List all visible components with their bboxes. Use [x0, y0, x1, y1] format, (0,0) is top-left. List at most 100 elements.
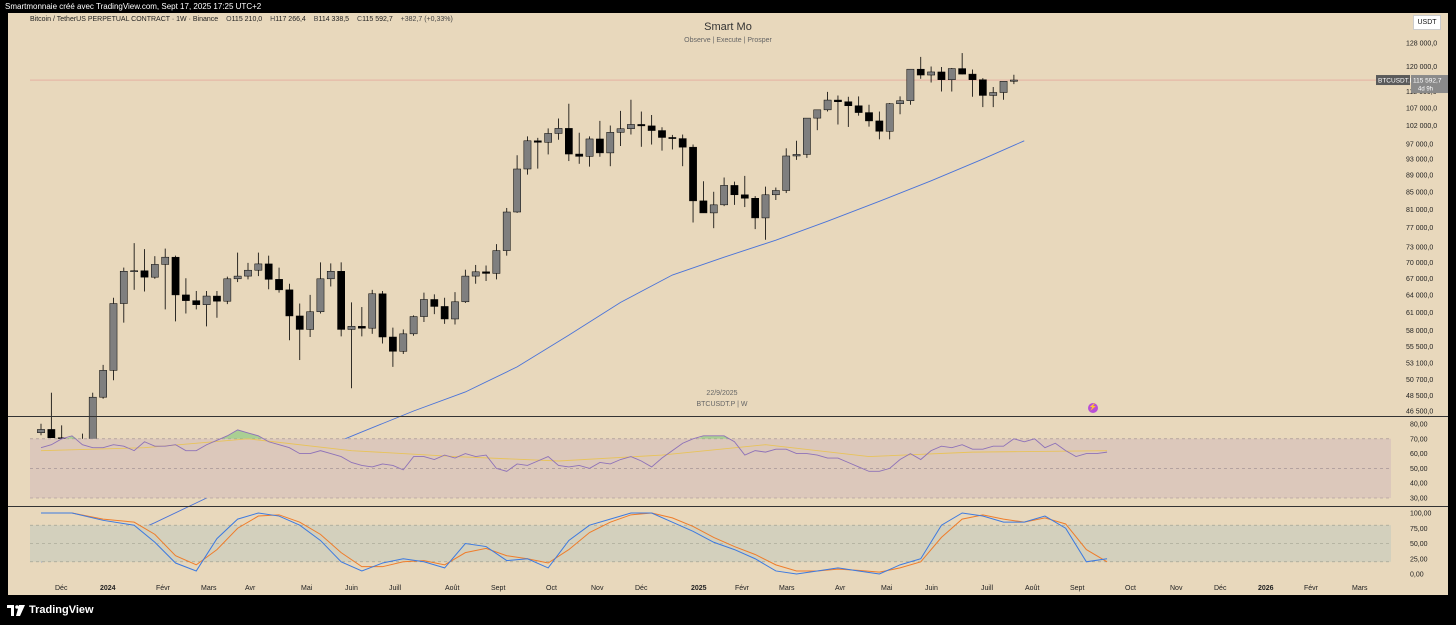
- candle-body: [37, 429, 45, 433]
- candle: [989, 87, 998, 108]
- candle: [482, 265, 490, 281]
- candle: [554, 118, 563, 140]
- price-tag-value: 115 592,7: [1413, 78, 1442, 85]
- candle-body: [689, 146, 697, 202]
- candle-body: [544, 133, 552, 143]
- stoch-k-line: [41, 512, 1108, 575]
- price-tick-label: 97 000,0: [1406, 141, 1433, 148]
- time-tick-label: Févr: [156, 585, 171, 592]
- candle-body: [306, 311, 314, 330]
- candle-body: [119, 271, 128, 304]
- candle-body: [389, 336, 397, 352]
- candle-body: [399, 333, 408, 352]
- candle: [658, 127, 666, 151]
- candle-body: [295, 315, 304, 330]
- candle-body: [223, 278, 232, 302]
- candle: [502, 207, 511, 256]
- candle: [254, 252, 263, 277]
- candle-body: [440, 306, 449, 320]
- candle: [1010, 74, 1018, 85]
- candle: [616, 110, 625, 147]
- candle: [378, 290, 387, 344]
- rsi-line: [40, 429, 1108, 472]
- candle: [544, 128, 552, 155]
- stoch-tick-label: 0,00: [1410, 572, 1424, 579]
- candle: [875, 111, 884, 140]
- candle-body: [275, 279, 283, 291]
- candle: [575, 132, 584, 164]
- candle: [968, 69, 977, 97]
- price-tick-label: 64 000,0: [1406, 292, 1433, 299]
- time-tick-label: Juill: [981, 585, 994, 592]
- candle-body: [947, 68, 956, 80]
- candle: [368, 289, 377, 334]
- price-tick-label: 48 500,0: [1406, 393, 1433, 400]
- candle-body: [616, 128, 625, 133]
- candle: [420, 292, 428, 323]
- candle-body: [792, 154, 801, 157]
- time-tick-label: Déc: [1214, 585, 1227, 592]
- time-tick-label: Mars: [779, 585, 795, 592]
- candle: [813, 109, 822, 131]
- price-tick-label: 70 000,0: [1406, 260, 1433, 267]
- price-tick-label: 77 000,0: [1406, 225, 1433, 232]
- candle-body: [130, 270, 139, 272]
- candle: [730, 181, 739, 205]
- candle-body: [627, 124, 635, 129]
- candle-body: [875, 120, 884, 132]
- candle-body: [606, 132, 615, 154]
- candle-body: [409, 316, 418, 335]
- symbol-title: Bitcoin / TetherUS PERPETUAL CONTRACT · …: [30, 16, 219, 23]
- brand-name: TradingView: [29, 604, 94, 616]
- bolt-icon[interactable]: ⚡: [1088, 403, 1098, 413]
- candle: [306, 294, 314, 338]
- rsi-overbought-fill: [222, 429, 264, 439]
- candle-body: [596, 138, 604, 154]
- time-tick-label: Déc: [635, 585, 648, 592]
- candle-body: [709, 204, 718, 214]
- stoch-tick-label: 25,00: [1410, 556, 1428, 563]
- candle: [947, 67, 956, 92]
- candle: [202, 290, 211, 327]
- candle-body: [658, 130, 666, 138]
- candle: [161, 248, 170, 310]
- candle: [533, 137, 542, 169]
- candle-body: [316, 278, 325, 313]
- price-tick-label: 107 000,0: [1406, 106, 1437, 113]
- time-tick-label: Avr: [245, 585, 256, 592]
- rsi-tick-label: 80,00: [1410, 422, 1428, 429]
- candle-body: [720, 185, 728, 206]
- candle: [782, 148, 791, 194]
- candle: [37, 423, 45, 436]
- caption-text: Smartmonnaie créé avec TradingView.com, …: [5, 2, 262, 11]
- watermark-title: Smart Mo: [704, 21, 752, 33]
- candle: [151, 256, 159, 279]
- candle-body: [326, 271, 335, 280]
- time-tick-label: Févr: [735, 585, 750, 592]
- candle-body: [823, 99, 832, 111]
- candle-body: [989, 92, 998, 96]
- candle-body: [927, 71, 935, 76]
- candle-body: [533, 140, 542, 143]
- candle-body: [865, 112, 873, 122]
- watermark-symbol: BTCUSDT.P | W: [696, 401, 748, 408]
- rsi-tick-label: 50,00: [1410, 466, 1428, 473]
- close-value: 115 592,7: [362, 16, 393, 23]
- tradingview-logo[interactable]: TradingView: [7, 604, 94, 616]
- candle: [709, 191, 718, 229]
- candle: [606, 125, 615, 167]
- rsi-pane: 80,00 70,00 60,00 50,00 40,00 30,00: [30, 422, 1428, 503]
- low-label: B: [313, 16, 319, 23]
- price-tick-label: 120 000,0: [1406, 64, 1437, 71]
- candle: [99, 364, 107, 399]
- candle: [565, 103, 573, 162]
- candle: [430, 294, 439, 315]
- open-value: 115 210,0: [231, 16, 263, 23]
- currency-button[interactable]: USDT: [1413, 15, 1441, 30]
- stoch-tick-label: 100,00: [1410, 511, 1432, 518]
- candle: [223, 276, 232, 305]
- candle-body: [47, 429, 56, 439]
- price-tag-symbol: BTCUSDT.P: [1378, 78, 1414, 85]
